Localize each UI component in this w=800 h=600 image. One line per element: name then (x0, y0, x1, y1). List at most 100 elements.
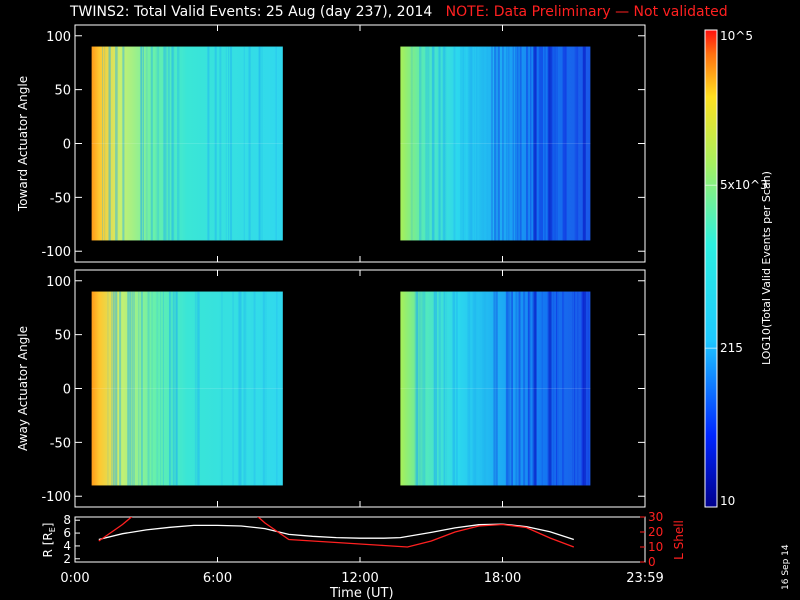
y-axis-label-right: L Shell (672, 520, 686, 560)
striation (108, 46, 111, 241)
striation (164, 46, 167, 241)
striation (439, 46, 441, 241)
x-tick-label: 0:00 (60, 571, 89, 586)
striation (563, 46, 566, 241)
striation (541, 291, 543, 486)
striation (475, 291, 478, 486)
striation (260, 46, 263, 241)
striation (462, 46, 464, 241)
striation (512, 46, 514, 241)
striation (533, 46, 537, 241)
striation (507, 291, 509, 486)
striation (473, 291, 476, 486)
striation (435, 291, 437, 486)
striation (505, 291, 508, 486)
striation (490, 46, 492, 241)
striation (453, 46, 456, 241)
data-block (400, 291, 591, 486)
striation (493, 46, 496, 241)
striation (502, 46, 504, 241)
striation (573, 291, 575, 486)
striation (117, 46, 119, 241)
y-tick-label: 0 (63, 138, 71, 153)
striation (433, 291, 436, 486)
striation (443, 291, 445, 486)
striation (122, 46, 125, 241)
striation (140, 291, 143, 486)
y-tick-label: 50 (54, 329, 71, 344)
y-axis-label: Toward Actuator Angle (16, 76, 30, 212)
striation (538, 46, 541, 241)
l-shell-line (257, 517, 575, 548)
striation (172, 46, 174, 241)
striation (548, 46, 552, 241)
striation (175, 291, 177, 486)
striation (538, 46, 541, 241)
y-axis-label-left: R [RE] (41, 523, 57, 558)
striation (494, 291, 496, 486)
striation (470, 46, 473, 241)
striation (527, 291, 529, 486)
striation (115, 291, 118, 486)
striation (239, 291, 242, 486)
striation (214, 46, 217, 241)
striation (581, 291, 583, 486)
striation (515, 291, 518, 486)
y-tick-label-right: 20 (648, 525, 663, 539)
striation (417, 291, 419, 486)
colorbar-gradient (704, 29, 718, 508)
striation (172, 291, 175, 486)
striation (562, 291, 564, 486)
striation (419, 46, 422, 241)
striation (177, 46, 179, 241)
striation (484, 291, 487, 486)
striation (572, 291, 574, 486)
striation (115, 46, 118, 241)
striation (551, 46, 554, 241)
striation (528, 291, 530, 486)
striation (555, 46, 557, 241)
y-tick-label: -100 (41, 245, 71, 260)
striation (581, 291, 584, 486)
striation (544, 46, 546, 241)
y-tick-label-left: 4 (63, 539, 71, 553)
striation (414, 291, 417, 486)
striation (576, 46, 579, 241)
title-note: NOTE: Data Preliminary — Not validated (445, 4, 728, 20)
y-tick-label-left: 6 (63, 526, 71, 540)
striation (574, 46, 576, 241)
striation (464, 46, 466, 241)
striation (220, 291, 223, 486)
colorbar-tick-label: 10^5 (720, 29, 753, 43)
striation (495, 291, 498, 486)
striation (248, 46, 250, 241)
striation (156, 291, 159, 486)
y-tick-label-right: 30 (648, 510, 663, 524)
striation (446, 291, 448, 486)
striation (118, 291, 121, 486)
striation (481, 46, 483, 241)
striation (163, 46, 166, 241)
r-line (98, 523, 575, 541)
striation (243, 291, 246, 486)
striation (219, 46, 222, 241)
striation (562, 291, 565, 486)
striation (150, 46, 152, 241)
striation (167, 46, 170, 241)
striation (162, 291, 164, 486)
x-axis-label: Time (UT) (329, 586, 394, 600)
striation (541, 46, 544, 241)
y-axis-label-left-sub: E (48, 527, 57, 532)
striation (422, 291, 424, 486)
striation (169, 291, 172, 486)
striation (258, 46, 261, 241)
striation (467, 46, 470, 241)
striation (552, 291, 555, 486)
striation (468, 291, 470, 486)
striation (476, 46, 478, 241)
striation (528, 291, 531, 486)
data-block (400, 46, 591, 241)
striation (470, 46, 473, 241)
striation (530, 46, 532, 241)
striation (175, 291, 177, 486)
